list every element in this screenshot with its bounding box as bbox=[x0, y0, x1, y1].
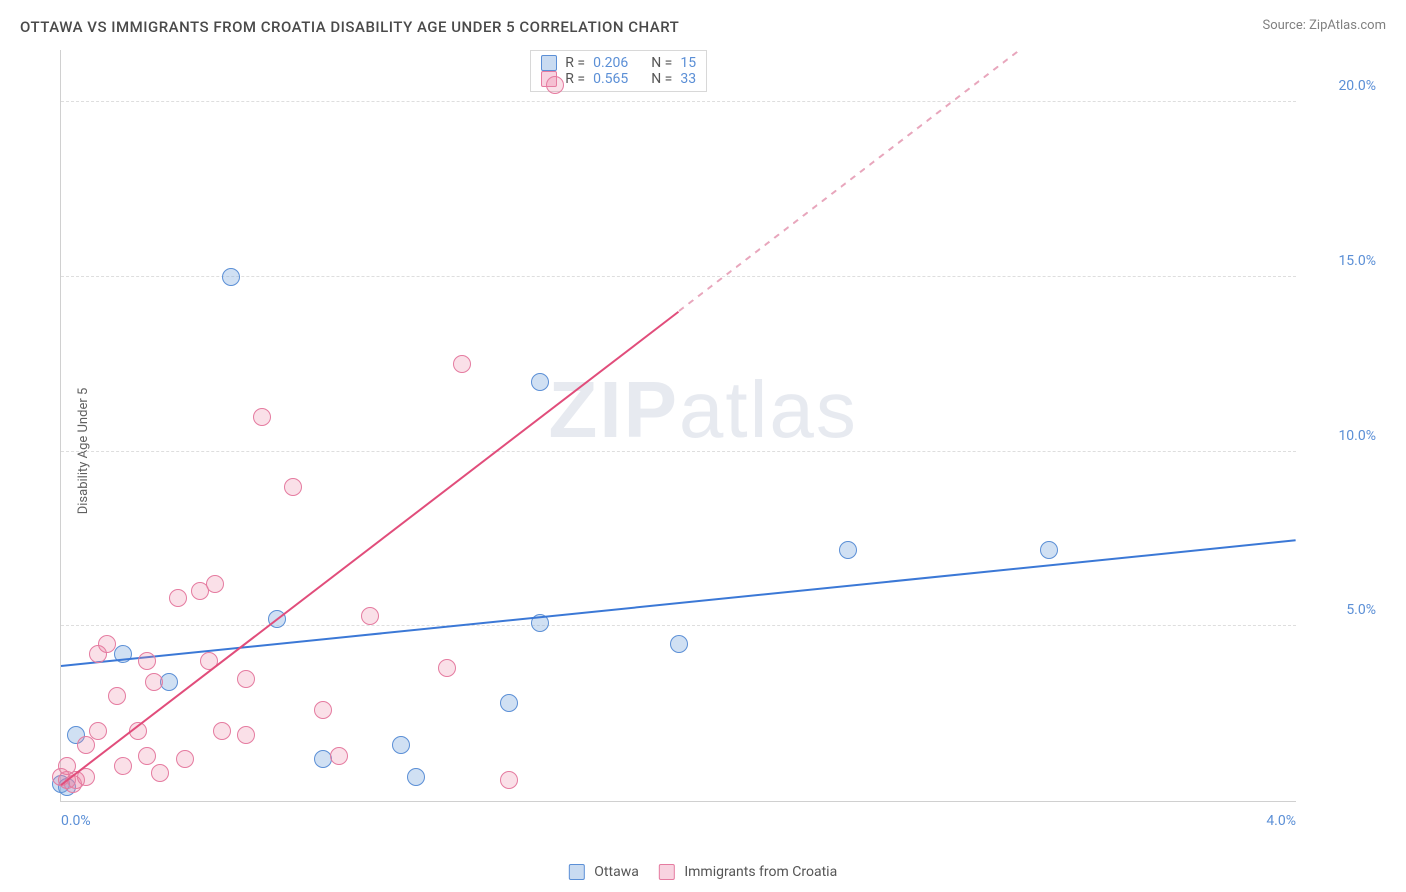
legend-row-ottawa: R = 0.206 N = 15 bbox=[541, 55, 696, 71]
data-point bbox=[500, 694, 518, 712]
data-point bbox=[330, 747, 348, 765]
trend-line bbox=[678, 50, 1019, 312]
data-point bbox=[237, 670, 255, 688]
data-point bbox=[98, 635, 116, 653]
data-point bbox=[151, 764, 169, 782]
data-point bbox=[160, 673, 178, 691]
data-point bbox=[392, 736, 410, 754]
y-tick-label: 15.0% bbox=[1306, 253, 1376, 269]
data-point bbox=[237, 726, 255, 744]
data-point bbox=[114, 757, 132, 775]
data-point bbox=[253, 408, 271, 426]
y-tick-label: 10.0% bbox=[1306, 428, 1376, 444]
n-value-croatia: 33 bbox=[680, 71, 696, 87]
data-point bbox=[314, 701, 332, 719]
data-point bbox=[438, 659, 456, 677]
data-point bbox=[222, 268, 240, 286]
n-value-ottawa: 15 bbox=[680, 55, 696, 71]
gridline bbox=[61, 625, 1296, 626]
x-tick-label: 4.0% bbox=[1266, 813, 1296, 829]
plot-area: ZIPatlas R = 0.206 N = 15 R = 0.565 N = … bbox=[60, 50, 1296, 802]
data-point bbox=[407, 768, 425, 786]
y-tick-label: 20.0% bbox=[1306, 78, 1376, 94]
data-point bbox=[138, 652, 156, 670]
series-legend: Ottawa Immigrants from Croatia bbox=[569, 864, 837, 880]
r-value-ottawa: 0.206 bbox=[593, 55, 628, 71]
legend-item-ottawa: Ottawa bbox=[569, 864, 639, 880]
data-point bbox=[89, 722, 107, 740]
data-point bbox=[206, 575, 224, 593]
gridline bbox=[61, 451, 1296, 452]
data-point bbox=[77, 736, 95, 754]
y-tick-label: 5.0% bbox=[1306, 602, 1376, 618]
data-point bbox=[108, 687, 126, 705]
legend-item-croatia: Immigrants from Croatia bbox=[659, 864, 837, 880]
x-tick-label: 0.0% bbox=[61, 813, 91, 829]
data-point bbox=[284, 478, 302, 496]
swatch-pink-icon bbox=[659, 864, 675, 880]
gridline bbox=[61, 101, 1296, 102]
gridline bbox=[61, 276, 1296, 277]
watermark: ZIPatlas bbox=[548, 364, 857, 456]
data-point bbox=[670, 635, 688, 653]
data-point bbox=[500, 771, 518, 789]
data-point bbox=[546, 76, 564, 94]
data-point bbox=[176, 750, 194, 768]
r-value-croatia: 0.565 bbox=[593, 71, 628, 87]
data-point bbox=[1040, 541, 1058, 559]
legend-row-croatia: R = 0.565 N = 33 bbox=[541, 71, 696, 87]
trend-line bbox=[60, 310, 679, 785]
data-point bbox=[839, 541, 857, 559]
swatch-blue bbox=[541, 55, 557, 71]
chart-title: OTTAWA VS IMMIGRANTS FROM CROATIA DISABI… bbox=[20, 18, 679, 36]
data-point bbox=[213, 722, 231, 740]
data-point bbox=[453, 355, 471, 373]
data-point bbox=[145, 673, 163, 691]
swatch-blue-icon bbox=[569, 864, 585, 880]
data-point bbox=[138, 747, 156, 765]
chart-container: Disability Age Under 5 ZIPatlas R = 0.20… bbox=[50, 50, 1386, 852]
data-point bbox=[169, 589, 187, 607]
data-point bbox=[361, 607, 379, 625]
source-attribution: Source: ZipAtlas.com bbox=[1262, 18, 1386, 33]
data-point bbox=[531, 373, 549, 391]
